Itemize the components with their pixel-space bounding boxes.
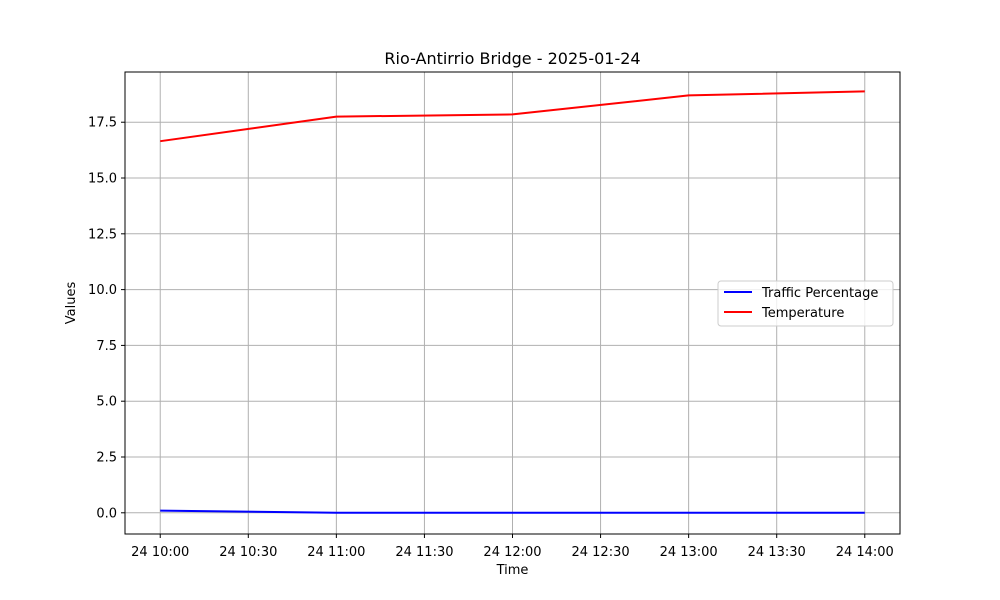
axis-ticks: 24 10:00 24 10:30 24 11:00 24 11:30 24 12:00… <box>88 116 894 560</box>
y-axis-label: Values <box>64 282 79 325</box>
x-tick-label: 24 12:30 <box>571 545 629 560</box>
y-tick-label: 5.0 <box>96 395 117 410</box>
y-tick-label: 12.5 <box>88 227 117 242</box>
legend-label: Temperature <box>761 306 844 321</box>
y-tick-label: 10.0 <box>88 283 117 298</box>
x-tick-label: 24 11:30 <box>395 545 453 560</box>
x-tick-label: 24 13:00 <box>660 545 718 560</box>
x-tick-label: 24 12:00 <box>483 545 541 560</box>
chart-title: Rio-Antirrio Bridge - 2025-01-24 <box>384 49 640 68</box>
legend: Traffic Percentage Temperature <box>717 280 894 327</box>
y-tick-label: 7.5 <box>96 339 117 354</box>
x-tick-label: 24 10:00 <box>131 545 189 560</box>
series-lines <box>160 90 865 514</box>
y-tick-label: 2.5 <box>96 451 117 466</box>
y-tick-label: 15.0 <box>88 172 117 187</box>
x-tick-label: 24 13:30 <box>748 545 806 560</box>
x-tick-label: 24 10:30 <box>219 545 277 560</box>
y-tick-label: 0.0 <box>96 506 117 521</box>
x-tick-label: 24 14:00 <box>836 545 894 560</box>
x-tick-label: 24 11:00 <box>307 545 365 560</box>
x-axis-label: Time <box>496 563 529 578</box>
legend-label: Traffic Percentage <box>761 286 878 301</box>
y-tick-label: 17.5 <box>88 116 117 131</box>
legend-box <box>717 280 894 327</box>
